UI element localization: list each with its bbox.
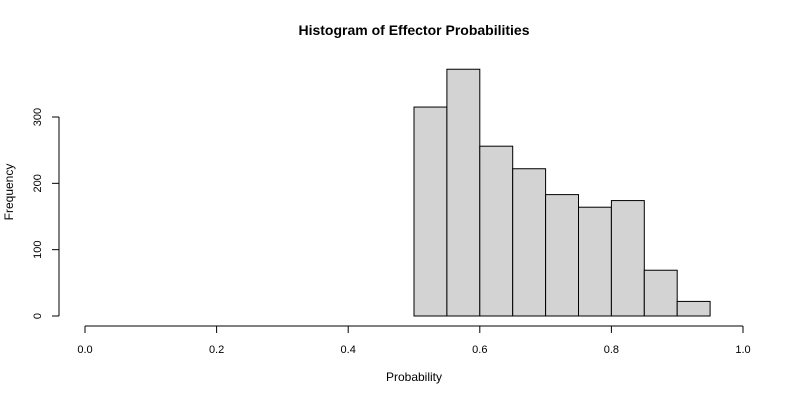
y-tick-label: 300 (32, 108, 44, 126)
x-tick-label: 1.0 (735, 344, 750, 356)
bars-group (413, 68, 711, 317)
x-tick-label: 0.0 (77, 344, 92, 356)
x-tick-label: 0.4 (341, 344, 356, 356)
y-tick-label: 200 (32, 174, 44, 192)
x-axis-label: Probability (386, 370, 442, 384)
y-tick-label: 100 (32, 240, 44, 258)
y-axis-ticks: 0 100 200 300 (32, 108, 59, 319)
histogram-bar-6 (610, 200, 645, 317)
histogram-bar-5 (578, 206, 612, 317)
histogram-bar-7 (643, 269, 678, 317)
histogram-bar-0 (413, 106, 448, 317)
histogram-bar-1 (446, 68, 481, 317)
x-tick-label: 0.8 (604, 344, 619, 356)
histogram-bar-2 (479, 145, 514, 317)
chart-title: Histogram of Effector Probabilities (298, 22, 529, 38)
x-tick-label: 0.6 (472, 344, 487, 356)
x-tick-label: 0.2 (209, 344, 224, 356)
y-axis-label: Frequency (2, 164, 16, 221)
x-axis-ticks: 0.0 0.2 0.4 0.6 0.8 1.0 (77, 326, 751, 356)
histogram-bar-4 (545, 194, 579, 317)
histogram-bar-8 (676, 300, 711, 317)
histogram-bar-3 (512, 168, 547, 317)
y-tick-label: 0 (32, 313, 44, 319)
